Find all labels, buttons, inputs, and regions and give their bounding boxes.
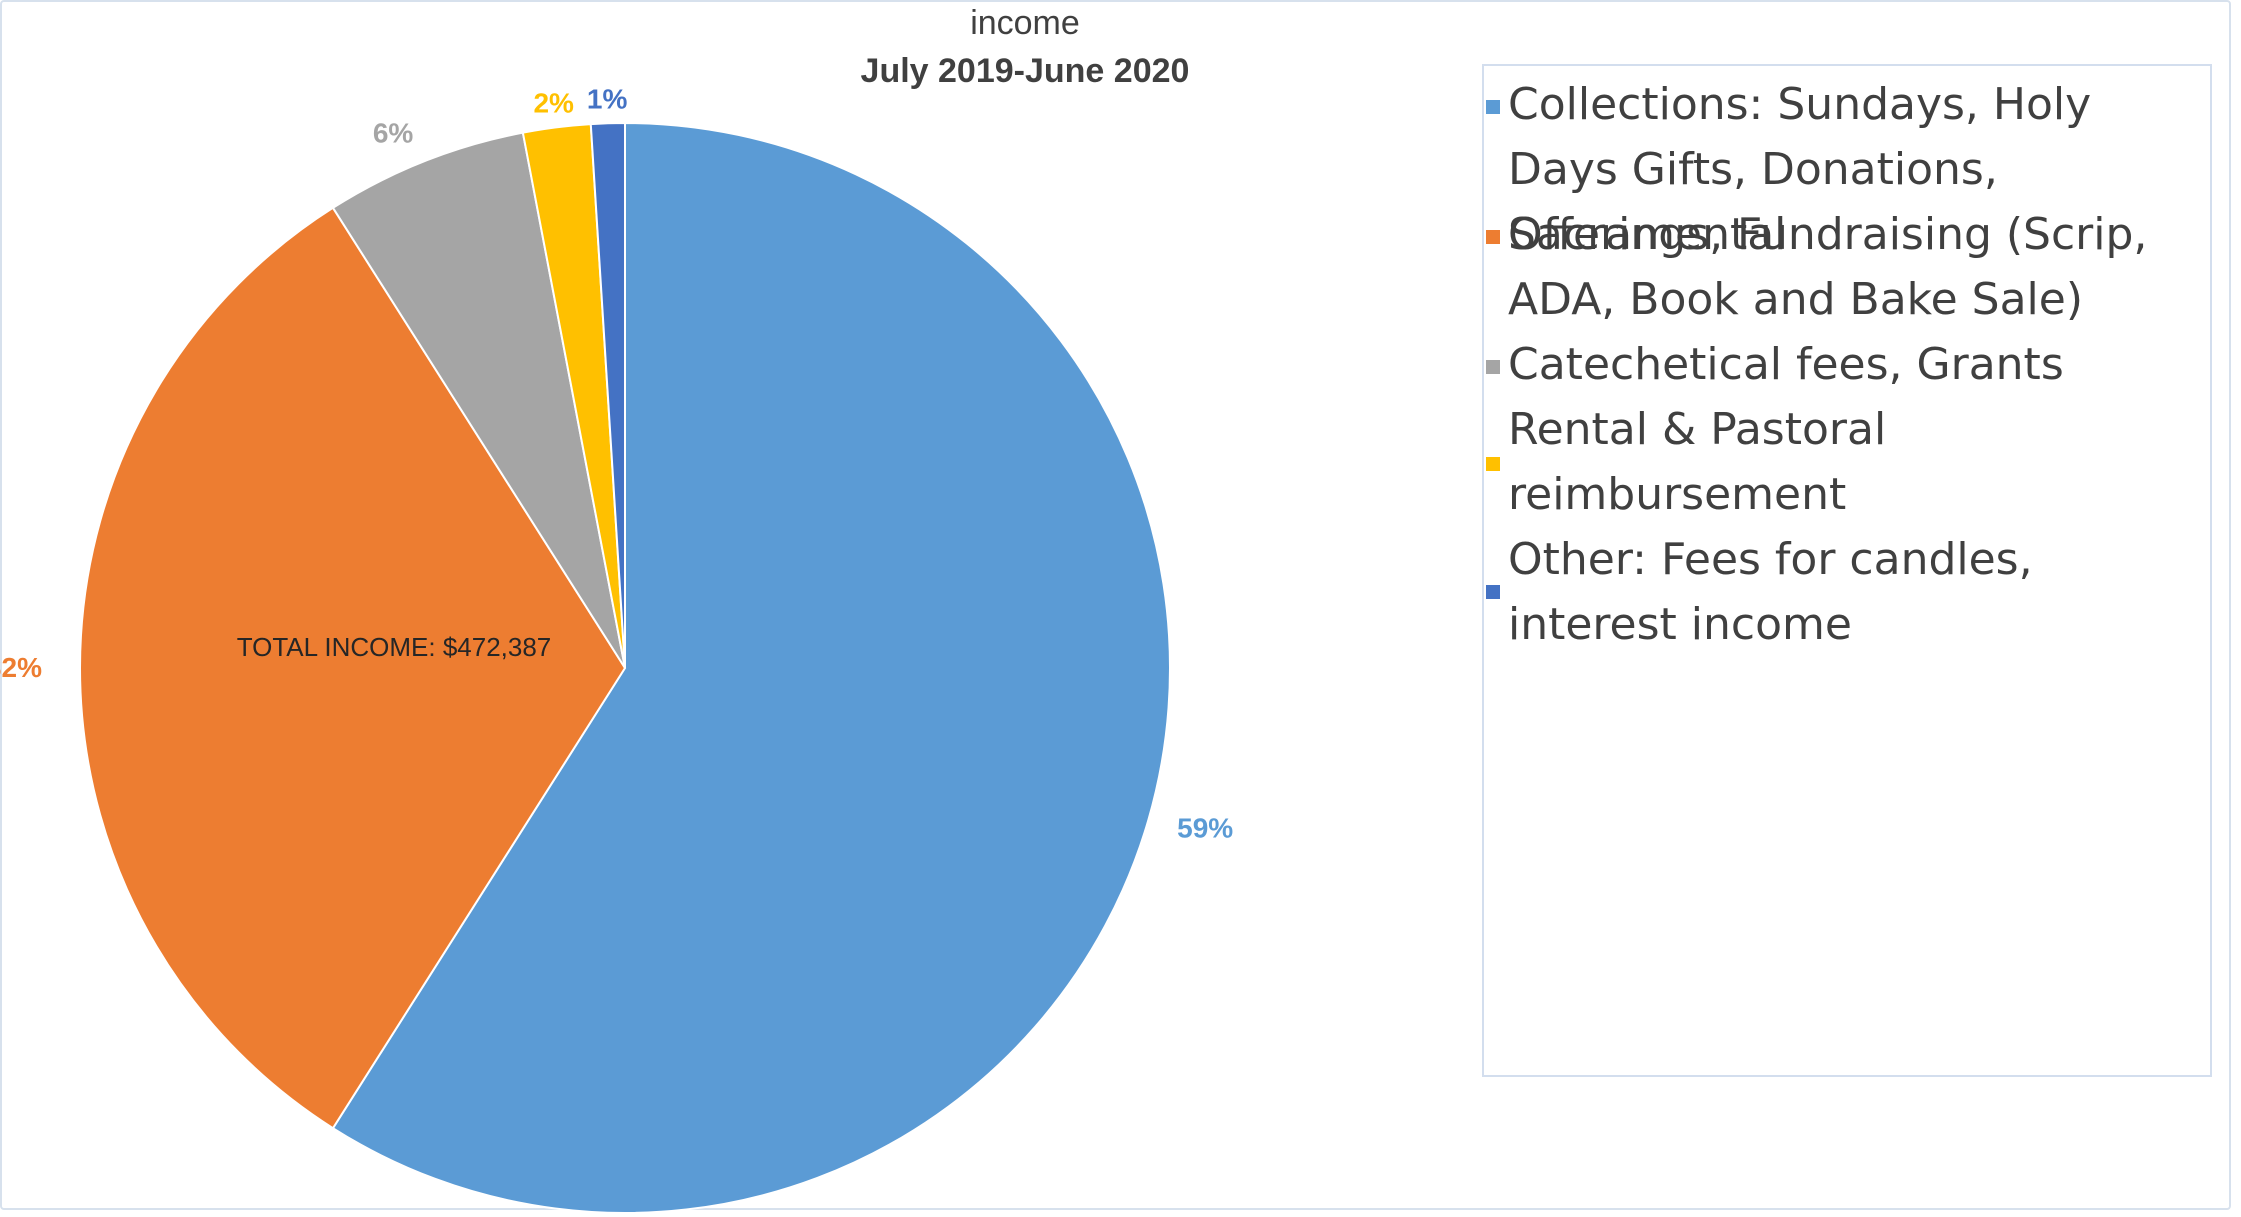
pie-data-label-4: 1% xyxy=(587,83,628,114)
legend-label-collections: Collections: Sundays, Holy Days Gifts, D… xyxy=(1508,79,2092,260)
legend: Collections: Sundays, Holy Days Gifts, D… xyxy=(1482,64,2212,1077)
pie-data-label-3: 2% xyxy=(533,87,574,118)
chart-subtitle: July 2019-June 2020 xyxy=(860,52,1190,90)
pie-slice-4[interactable] xyxy=(589,121,626,669)
pie-slice-0[interactable] xyxy=(331,121,1171,1214)
legend-swatch-catechetical xyxy=(1486,360,1500,374)
legend-swatch-collections xyxy=(1486,100,1500,114)
pie-data-label-0: 59% xyxy=(1177,812,1233,843)
legend-label-rental: Rental & Pastoral reimbursement xyxy=(1508,404,1887,520)
chart-title: income xyxy=(970,4,1080,42)
pie-data-label-1: 32% xyxy=(0,652,42,683)
pie-data-label-2: 6% xyxy=(373,117,414,148)
pie-slices xyxy=(79,121,1171,1214)
pie-slice-2[interactable] xyxy=(331,131,626,669)
legend-swatch-rental xyxy=(1486,457,1500,471)
legend-label-other: Other: Fees for candles, interest income xyxy=(1508,534,2033,650)
legend-label-offerings: Offerings, Fundraising (Scrip, ADA, Book… xyxy=(1508,209,2148,325)
pie-slice-1[interactable] xyxy=(79,206,627,1130)
legend-swatch-other xyxy=(1486,585,1500,599)
legend-swatch-offerings xyxy=(1486,230,1500,244)
pie-data-labels: 59% 32% 6% 2% 1% xyxy=(0,83,1233,843)
legend-label-catechetical: Catechetical fees, Grants xyxy=(1508,339,2064,390)
total-income-annotation: TOTAL INCOME: $472,387 xyxy=(237,632,552,662)
